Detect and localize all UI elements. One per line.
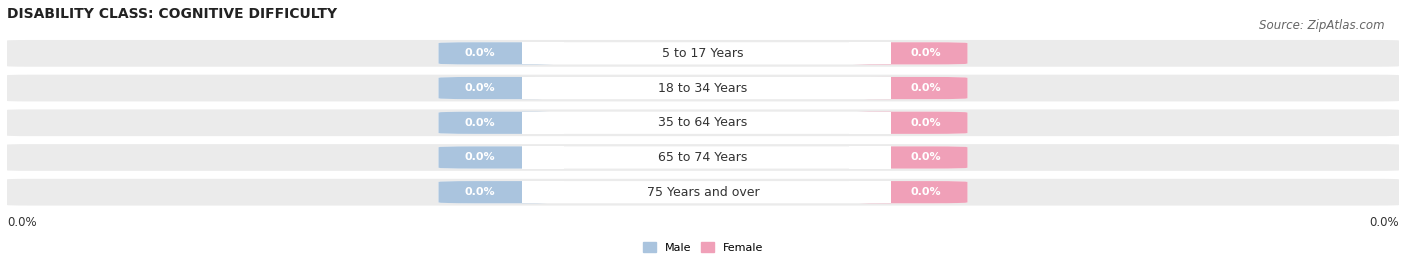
FancyBboxPatch shape bbox=[849, 77, 967, 99]
Text: 0.0%: 0.0% bbox=[911, 83, 941, 93]
Text: 65 to 74 Years: 65 to 74 Years bbox=[658, 151, 748, 164]
Text: 0.0%: 0.0% bbox=[911, 153, 941, 162]
FancyBboxPatch shape bbox=[439, 77, 557, 99]
FancyBboxPatch shape bbox=[439, 112, 967, 134]
FancyBboxPatch shape bbox=[849, 181, 967, 203]
FancyBboxPatch shape bbox=[522, 77, 564, 99]
Text: 0.0%: 0.0% bbox=[7, 216, 37, 229]
FancyBboxPatch shape bbox=[7, 144, 1399, 171]
FancyBboxPatch shape bbox=[439, 181, 557, 203]
FancyBboxPatch shape bbox=[849, 42, 891, 65]
Text: 0.0%: 0.0% bbox=[911, 118, 941, 128]
Text: 0.0%: 0.0% bbox=[465, 118, 495, 128]
FancyBboxPatch shape bbox=[849, 112, 967, 134]
Text: 0.0%: 0.0% bbox=[465, 48, 495, 58]
FancyBboxPatch shape bbox=[522, 78, 884, 98]
FancyBboxPatch shape bbox=[522, 112, 564, 134]
FancyBboxPatch shape bbox=[439, 42, 557, 65]
FancyBboxPatch shape bbox=[849, 42, 967, 65]
FancyBboxPatch shape bbox=[439, 181, 967, 203]
FancyBboxPatch shape bbox=[522, 182, 884, 203]
FancyBboxPatch shape bbox=[7, 109, 1399, 136]
FancyBboxPatch shape bbox=[522, 181, 564, 203]
Text: 0.0%: 0.0% bbox=[465, 83, 495, 93]
Text: 5 to 17 Years: 5 to 17 Years bbox=[662, 47, 744, 60]
FancyBboxPatch shape bbox=[849, 77, 891, 99]
Text: 0.0%: 0.0% bbox=[465, 153, 495, 162]
Text: 35 to 64 Years: 35 to 64 Years bbox=[658, 116, 748, 129]
FancyBboxPatch shape bbox=[522, 147, 884, 168]
FancyBboxPatch shape bbox=[522, 43, 884, 64]
FancyBboxPatch shape bbox=[439, 77, 967, 99]
FancyBboxPatch shape bbox=[439, 42, 967, 65]
FancyBboxPatch shape bbox=[522, 42, 564, 65]
Text: 0.0%: 0.0% bbox=[465, 187, 495, 197]
Text: 0.0%: 0.0% bbox=[1369, 216, 1399, 229]
FancyBboxPatch shape bbox=[522, 112, 884, 133]
Text: 18 to 34 Years: 18 to 34 Years bbox=[658, 82, 748, 95]
FancyBboxPatch shape bbox=[849, 181, 891, 203]
Text: DISABILITY CLASS: COGNITIVE DIFFICULTY: DISABILITY CLASS: COGNITIVE DIFFICULTY bbox=[7, 7, 337, 21]
FancyBboxPatch shape bbox=[849, 112, 891, 134]
FancyBboxPatch shape bbox=[439, 146, 967, 169]
Text: 0.0%: 0.0% bbox=[911, 187, 941, 197]
FancyBboxPatch shape bbox=[849, 146, 891, 169]
Text: 75 Years and over: 75 Years and over bbox=[647, 186, 759, 199]
FancyBboxPatch shape bbox=[7, 75, 1399, 101]
Text: Source: ZipAtlas.com: Source: ZipAtlas.com bbox=[1260, 19, 1385, 32]
Legend: Male, Female: Male, Female bbox=[638, 238, 768, 258]
FancyBboxPatch shape bbox=[7, 179, 1399, 206]
FancyBboxPatch shape bbox=[439, 112, 557, 134]
FancyBboxPatch shape bbox=[522, 146, 564, 169]
FancyBboxPatch shape bbox=[439, 146, 557, 169]
Text: 0.0%: 0.0% bbox=[911, 48, 941, 58]
FancyBboxPatch shape bbox=[849, 146, 967, 169]
FancyBboxPatch shape bbox=[7, 40, 1399, 67]
